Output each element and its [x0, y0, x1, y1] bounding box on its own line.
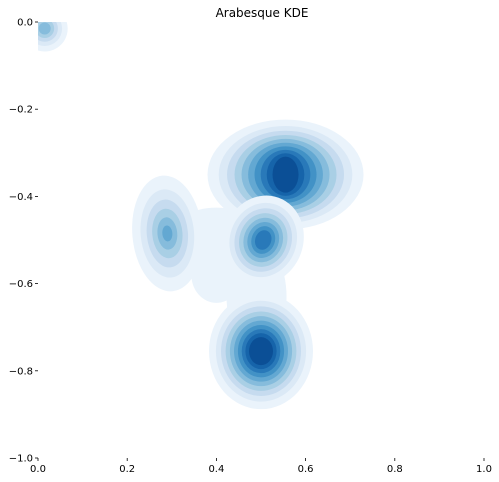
- x-tick-label: 0.8: [387, 464, 403, 475]
- y-axis: 0.0 −0.2 −0.4 −0.6 −0.8 −1.0: [9, 18, 38, 465]
- x-tick-label: 0.6: [298, 464, 314, 475]
- density-peak-4: [22, 6, 68, 52]
- contour-level-9: [249, 337, 273, 365]
- y-tick-label: −0.8: [9, 366, 33, 377]
- density-peak-2: [209, 293, 313, 409]
- y-tick-label: −0.6: [9, 279, 33, 290]
- x-tick-label: 0.4: [208, 464, 224, 475]
- x-tick-label: 0.0: [30, 464, 46, 475]
- x-tick-label: 1.0: [476, 464, 492, 475]
- chart-title: Arabesque KDE: [216, 6, 309, 20]
- x-tick-label: 0.2: [119, 464, 135, 475]
- contour-level-4: [39, 23, 51, 35]
- y-tick-label: −1.0: [9, 454, 33, 465]
- y-tick-label: 0.0: [17, 18, 33, 29]
- density-contours: [22, 6, 364, 410]
- x-axis: 0.0 0.2 0.4 0.6 0.8 1.0: [30, 458, 492, 475]
- y-tick-label: −0.2: [9, 105, 33, 116]
- contour-level-9: [273, 157, 299, 193]
- y-tick-label: −0.4: [9, 192, 33, 203]
